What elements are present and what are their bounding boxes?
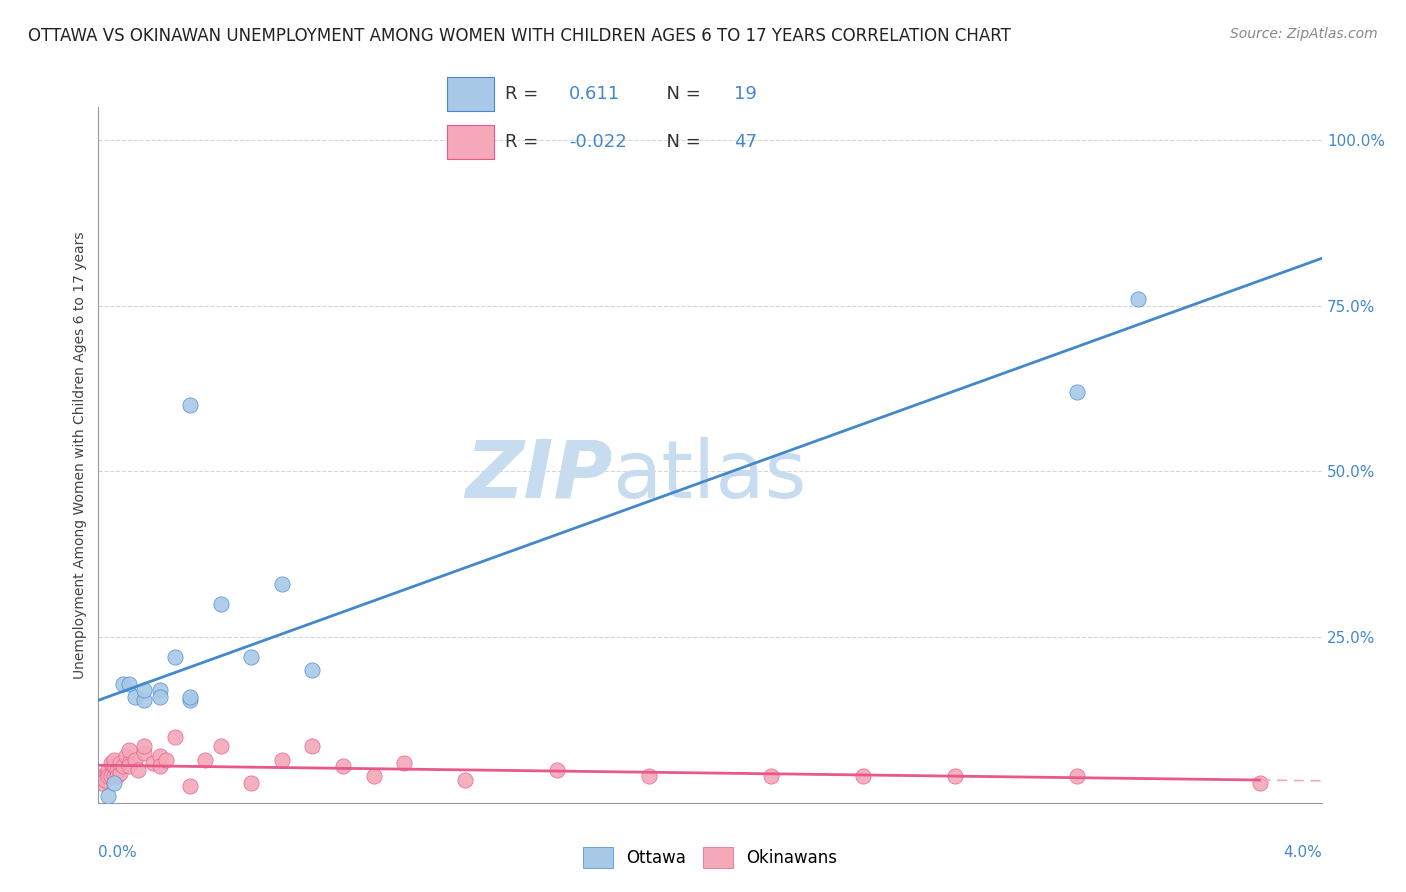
Point (1249, 776, 1271, 790)
Text: -0.022: -0.022 (569, 133, 627, 152)
Point (118, 743, 141, 757)
Point (105, 763, 128, 777)
Text: R =: R = (505, 85, 550, 103)
Text: N =: N = (655, 133, 707, 152)
Point (155, 753, 177, 767)
Point (240, 776, 263, 790)
Point (108, 766, 131, 780)
Point (118, 756, 141, 770)
Point (93, 772, 115, 787)
Point (149, 683, 172, 698)
Point (301, 663, 323, 677)
Point (1066, 384, 1088, 399)
Point (103, 769, 125, 783)
Point (240, 650, 263, 665)
Point (118, 676, 141, 690)
Text: N =: N = (655, 85, 707, 103)
Point (301, 739, 323, 754)
Point (97, 769, 120, 783)
Point (363, 769, 385, 783)
Point (90, 769, 112, 783)
FancyBboxPatch shape (447, 78, 495, 111)
Point (179, 779, 201, 793)
Point (270, 753, 294, 767)
Point (179, 693, 201, 707)
Point (149, 749, 172, 764)
Text: Source: ZipAtlas.com: Source: ZipAtlas.com (1230, 27, 1378, 41)
Point (1128, 292, 1150, 306)
Point (97, 763, 120, 777)
Point (134, 739, 156, 754)
Text: 19: 19 (734, 85, 756, 103)
Point (134, 693, 156, 707)
Legend: Ottawa, Okinawans: Ottawa, Okinawans (576, 841, 844, 874)
Point (124, 690, 146, 704)
Point (105, 769, 128, 783)
Point (149, 759, 172, 773)
Point (111, 759, 134, 773)
Point (142, 756, 165, 770)
Text: atlas: atlas (612, 437, 807, 515)
Point (392, 756, 416, 770)
Point (103, 759, 125, 773)
Point (179, 690, 201, 704)
Point (97, 766, 120, 780)
Point (93, 769, 115, 783)
Point (637, 769, 661, 783)
Point (100, 769, 122, 783)
Text: 0.611: 0.611 (569, 85, 620, 103)
Point (163, 650, 186, 665)
Point (209, 739, 232, 754)
Point (134, 683, 156, 698)
Point (194, 753, 217, 767)
Point (127, 763, 149, 777)
Point (332, 759, 354, 773)
Text: 47: 47 (734, 133, 756, 152)
Point (179, 398, 201, 412)
Point (943, 769, 966, 783)
Point (209, 597, 232, 611)
FancyBboxPatch shape (447, 126, 495, 159)
Text: R =: R = (505, 133, 550, 152)
Point (118, 759, 141, 773)
Text: OTTAWA VS OKINAWAN UNEMPLOYMENT AMONG WOMEN WITH CHILDREN AGES 6 TO 17 YEARS COR: OTTAWA VS OKINAWAN UNEMPLOYMENT AMONG WO… (28, 27, 1011, 45)
Point (852, 769, 875, 783)
Point (103, 753, 125, 767)
Point (270, 577, 294, 591)
Point (90, 776, 112, 790)
Point (103, 776, 125, 790)
Text: ZIP: ZIP (465, 437, 612, 515)
Point (108, 756, 131, 770)
Point (124, 753, 146, 767)
Point (111, 676, 134, 690)
Text: 0.0%: 0.0% (98, 845, 138, 860)
Point (546, 763, 568, 777)
Point (1066, 769, 1088, 783)
Point (454, 772, 477, 787)
Point (115, 749, 138, 764)
Text: 4.0%: 4.0% (1282, 845, 1322, 860)
Point (149, 690, 172, 704)
Point (97, 789, 120, 804)
Point (100, 756, 122, 770)
Point (759, 769, 782, 783)
Y-axis label: Unemployment Among Women with Children Ages 6 to 17 years: Unemployment Among Women with Children A… (73, 231, 87, 679)
Point (163, 730, 186, 744)
Point (134, 746, 156, 760)
